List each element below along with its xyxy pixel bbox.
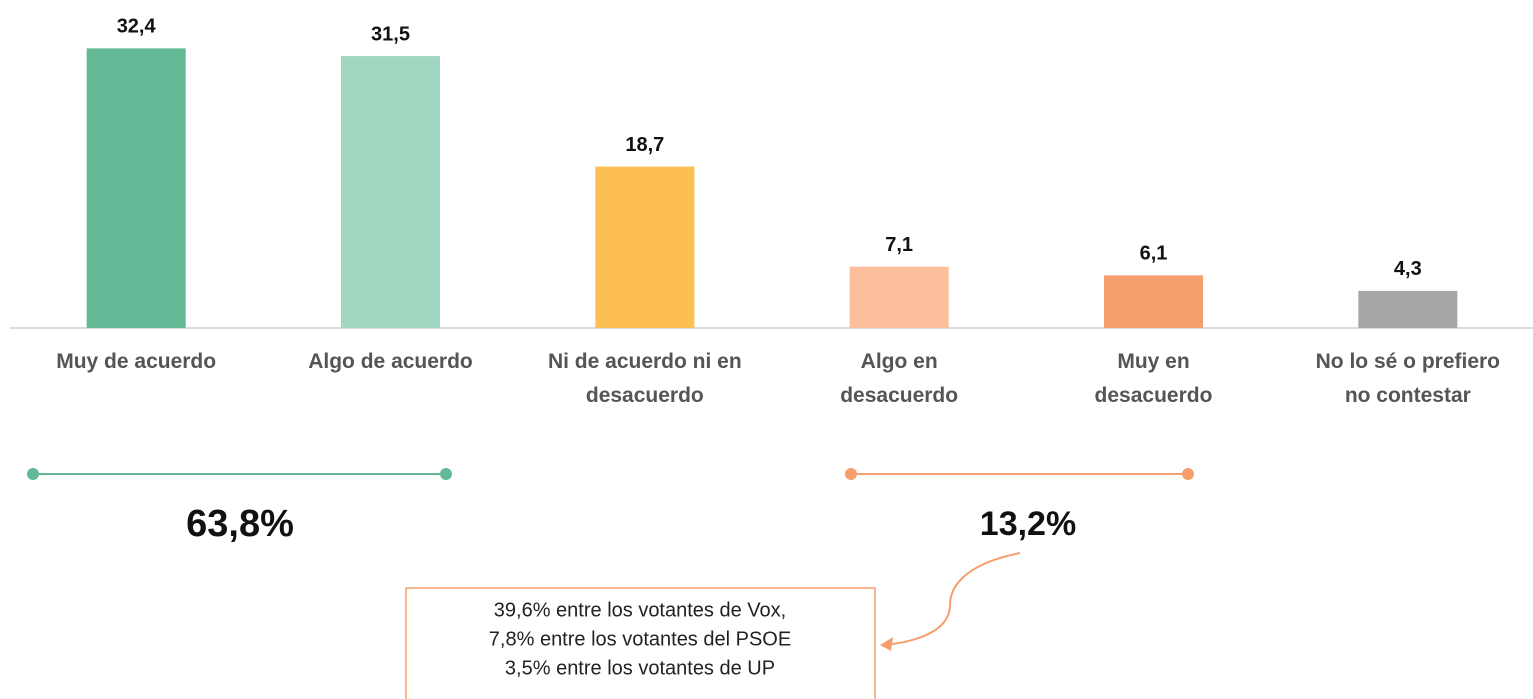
value-label: 31,5: [371, 23, 410, 45]
bar: [849, 266, 949, 328]
value-label: 7,1: [885, 234, 913, 256]
bracket-dot: [845, 468, 857, 480]
bar: [1104, 275, 1203, 328]
value-label: 18,7: [625, 134, 664, 156]
value-label: 32,4: [117, 16, 157, 38]
value-label: 4,3: [1394, 258, 1422, 280]
x-tick-label: Ni de acuerdo ni en desacuerdo: [547, 350, 742, 407]
agree-total: 63,8%: [186, 503, 294, 545]
bar: [86, 48, 186, 328]
note-line: 39,6% entre los votantes de Vox,: [494, 599, 786, 621]
disagree-total: 13,2%: [980, 505, 1076, 543]
note-line: 3,5% entre los votantes de UP: [505, 657, 775, 679]
value-label: 6,1: [1140, 243, 1168, 265]
note-line: 7,8% entre los votantes del PSOE: [489, 628, 791, 650]
x-tick-label: Algo en desacuerdo: [840, 350, 959, 407]
note-box: [405, 587, 876, 699]
bracket-dot: [440, 468, 452, 480]
bar: [341, 56, 440, 329]
x-tick-label: No lo sé o prefiero no contestar: [1315, 350, 1501, 407]
bracket-dot: [1182, 468, 1194, 480]
bracket-dot: [27, 468, 39, 480]
x-tick-label: Muy en desacuerdo: [1094, 350, 1213, 407]
arrow-head: [880, 637, 893, 651]
bar: [1358, 290, 1458, 328]
bar: [595, 166, 695, 328]
x-tick-label: Algo de acuerdo: [308, 350, 473, 373]
note-arrow: [884, 552, 1021, 646]
x-tick-label: Muy de acuerdo: [56, 350, 217, 373]
